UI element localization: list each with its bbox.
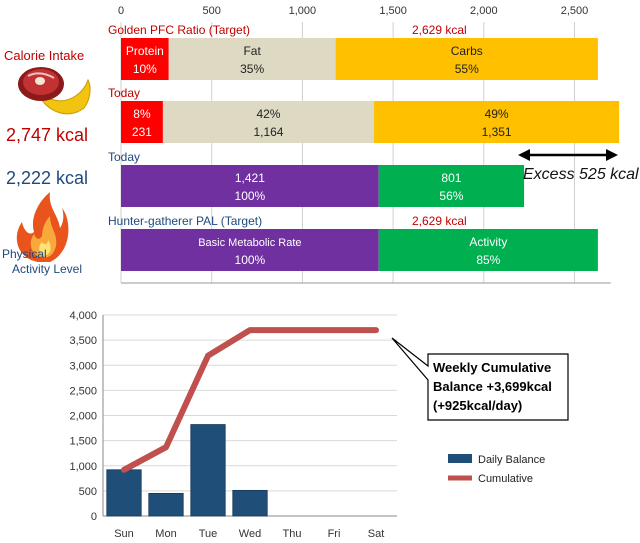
top-chart-bars: Protein 10% Fat 35% Carbs 55% 8% 231 42% 1,164 49%… [121, 38, 620, 271]
row-label-today-burned: Today [108, 150, 140, 164]
stacked-segment [168, 38, 336, 80]
top-x-tick-label: 500 [203, 5, 221, 17]
segment-pct-label: 55% [455, 62, 479, 76]
bottom-y-tick-label: 3,500 [69, 335, 97, 347]
bottom-x-tick-label: Fri [328, 528, 341, 540]
top-x-tick-label: 0 [118, 5, 124, 17]
stacked-segment [121, 101, 163, 143]
bottom-y-tick-label: 0 [91, 511, 97, 523]
bottom-y-tick-label: 2,500 [69, 385, 97, 397]
daily-balance-bar [148, 492, 184, 517]
segment-top-label: 801 [441, 171, 461, 185]
bottom-x-tick-label: Thu [283, 528, 302, 540]
row-label-pfc-target: Golden PFC Ratio (Target) [108, 23, 250, 37]
legend-swatch-daily-balance [448, 454, 472, 463]
pal-label-line2: Activity Level [12, 262, 82, 276]
segment-name-label: Basic Metabolic Rate [198, 237, 301, 249]
segment-pct-label: 35% [240, 62, 264, 76]
calorie-intake-label: Calorie Intake [4, 48, 84, 63]
cumulative-line [121, 327, 379, 473]
excess-annotation: Excess 525 kcal [523, 166, 639, 183]
excess-arrow [518, 149, 618, 161]
segment-pct-label: 10% [133, 62, 157, 76]
segment-name-label: Fat [243, 44, 261, 58]
legend-label-daily-balance: Daily Balance [478, 454, 545, 466]
row-label-pal-target: Hunter-gatherer PAL (Target) [108, 214, 262, 228]
segment-top-label: 8% [133, 107, 151, 121]
segment-bottom-label: 100% [235, 189, 266, 203]
bottom-chart-legend: Daily Balance Cumulative [448, 454, 545, 485]
segment-bottom-label: 1,164 [253, 125, 283, 139]
segment-name-label: Carbs [451, 44, 483, 58]
segment-pct-label: 100% [235, 253, 266, 267]
stacked-segment [121, 165, 379, 207]
segment-bottom-label: 56% [439, 189, 463, 203]
segment-top-label: 42% [256, 107, 280, 121]
bottom-y-tick-label: 500 [79, 486, 97, 498]
bottom-chart-y-ticks: 0 500 1,000 1,500 2,000 2,500 3,000 3,500 4,000 [69, 310, 97, 523]
segment-bottom-label: 1,351 [482, 125, 512, 139]
daily-balance-bar [190, 424, 226, 517]
daily-balance-bar [232, 489, 268, 517]
burned-value: 2,222 kcal [6, 168, 88, 188]
stacked-segment [378, 229, 598, 271]
stacked-segment [162, 101, 375, 143]
stacked-segment [378, 165, 525, 207]
bottom-x-tick-label: Sat [368, 528, 385, 540]
top-x-tick-label: 2,500 [561, 5, 589, 17]
daily-balance-bar [106, 469, 142, 517]
segment-top-label: 49% [485, 107, 509, 121]
bottom-y-tick-label: 1,500 [69, 436, 97, 448]
pal-label-line1: Physical [2, 247, 47, 261]
bottom-y-tick-label: 4,000 [69, 310, 97, 322]
callout-line-2: Balance +3,699kcal [433, 379, 552, 394]
top-x-tick-label: 1,500 [379, 5, 407, 17]
stacked-segment [335, 38, 598, 80]
bottom-chart-x-ticks: Sun Mon Tue Wed Thu Fri Sat [114, 528, 384, 540]
bottom-x-tick-label: Wed [239, 528, 261, 540]
bottom-chart-grid [102, 314, 397, 517]
row-total-pfc-target: 2,629 kcal [412, 23, 467, 37]
meat-banana-icon [18, 67, 91, 115]
segment-bottom-label: 231 [132, 125, 152, 139]
segment-name-label: Activity [469, 235, 507, 249]
row-total-pal-target: 2,629 kcal [412, 214, 467, 228]
intake-value: 2,747 kcal [6, 125, 88, 145]
segment-pct-label: 85% [476, 253, 500, 267]
bottom-y-tick-label: 1,000 [69, 461, 97, 473]
bottom-x-tick-label: Sun [114, 528, 134, 540]
segment-top-label: 1,421 [235, 171, 265, 185]
bottom-x-tick-label: Mon [155, 528, 176, 540]
stacked-segment [374, 101, 620, 143]
stacked-segment [121, 38, 169, 80]
bottom-y-tick-label: 3,000 [69, 360, 97, 372]
top-chart-x-ticks: 0 500 1,000 1,500 2,000 2,500 [118, 5, 588, 17]
weekly-balance-callout: Weekly Cumulative Balance +3,699kcal (+9… [391, 337, 569, 421]
bottom-y-tick-label: 2,000 [69, 411, 97, 423]
callout-line-3: (+925kcal/day) [433, 398, 522, 413]
callout-line-1: Weekly Cumulative [433, 360, 551, 375]
stacked-segment [121, 229, 379, 271]
top-x-tick-label: 2,000 [470, 5, 498, 17]
bottom-x-tick-label: Tue [199, 528, 218, 540]
legend-label-cumulative: Cumulative [478, 473, 533, 485]
top-x-tick-label: 1,000 [289, 5, 317, 17]
daily-balance-bars [106, 424, 268, 517]
flame-icon [16, 192, 69, 262]
row-label-today-intake: Today [108, 86, 140, 100]
segment-name-label: Protein [126, 44, 164, 58]
